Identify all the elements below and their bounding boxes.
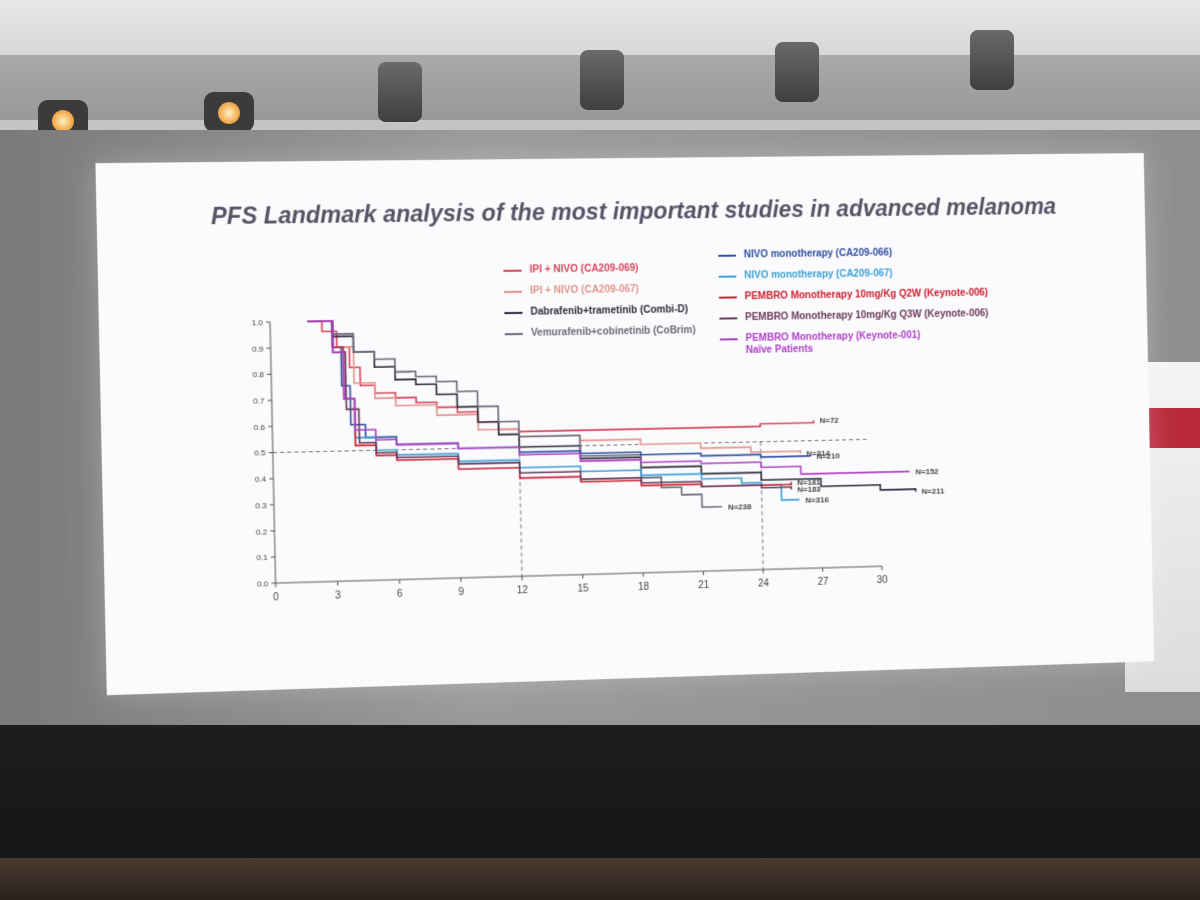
x-axis-line [276,566,882,583]
y-tick-label: 0.5 [254,449,266,458]
y-tick-label: 0.3 [255,501,267,510]
projected-slide: PFS Landmark analysis of the most import… [95,153,1155,696]
stage-edge [0,858,1200,900]
x-tick-label: 15 [577,583,589,594]
series-n-label: N=314 [806,449,830,458]
series-n-label: N=72 [820,416,840,425]
x-tick-label: 0 [273,592,279,603]
projected-slide-wrapper: PFS Landmark analysis of the most import… [95,153,1155,696]
reference-line-landmark [761,442,764,570]
series-line [307,313,800,464]
series-n-label: N=238 [728,502,752,511]
series-line [307,313,791,496]
y-tick-label: 0.1 [256,553,268,562]
x-tick-label: 27 [817,577,829,588]
series-n-label: N=152 [915,467,939,476]
km-chart: 0 3 6 9 12 15 18 21 24 27 30 0.0 0.1 0.2 0.3 0.4 0.5 0.6 0… [251,153,945,603]
y-tick-label: 0.6 [253,423,265,432]
truss-bar [0,120,1200,132]
x-tick-label: 12 [517,585,529,596]
x-tick-label: 18 [638,582,650,593]
series-line [307,313,799,511]
series-n-label: N=181 [797,477,821,486]
y-tick-label: 0.0 [257,579,269,588]
series-n-label: N=210 [816,451,840,460]
y-tick-label: 0.4 [255,475,267,484]
series-n-label: N=316 [805,495,829,504]
y-tick-label: 0.9 [252,344,264,353]
stage-lamp [204,92,254,132]
x-tick-label: 30 [877,575,888,586]
x-tick-label: 3 [335,590,341,601]
y-tick-label: 1.0 [251,318,263,327]
series-line [307,311,915,506]
y-tick-label: 0.2 [256,527,268,536]
ceiling-speaker [775,42,819,102]
series-line [307,313,813,436]
y-tick-label: 0.7 [253,397,265,406]
x-tick-label: 9 [458,587,464,598]
ceiling-speaker [580,50,624,110]
series-n-label: N=183 [797,485,821,494]
series-line [307,315,722,517]
x-tick-label: 21 [698,580,710,591]
y-tick-label: 0.8 [252,370,264,379]
series-n-label: N=211 [922,487,945,496]
ceiling-speaker [378,62,422,122]
ceiling-speaker [970,30,1014,90]
x-tick-label: 6 [397,589,403,600]
series-line [307,313,810,467]
x-tick-label: 24 [758,578,770,589]
